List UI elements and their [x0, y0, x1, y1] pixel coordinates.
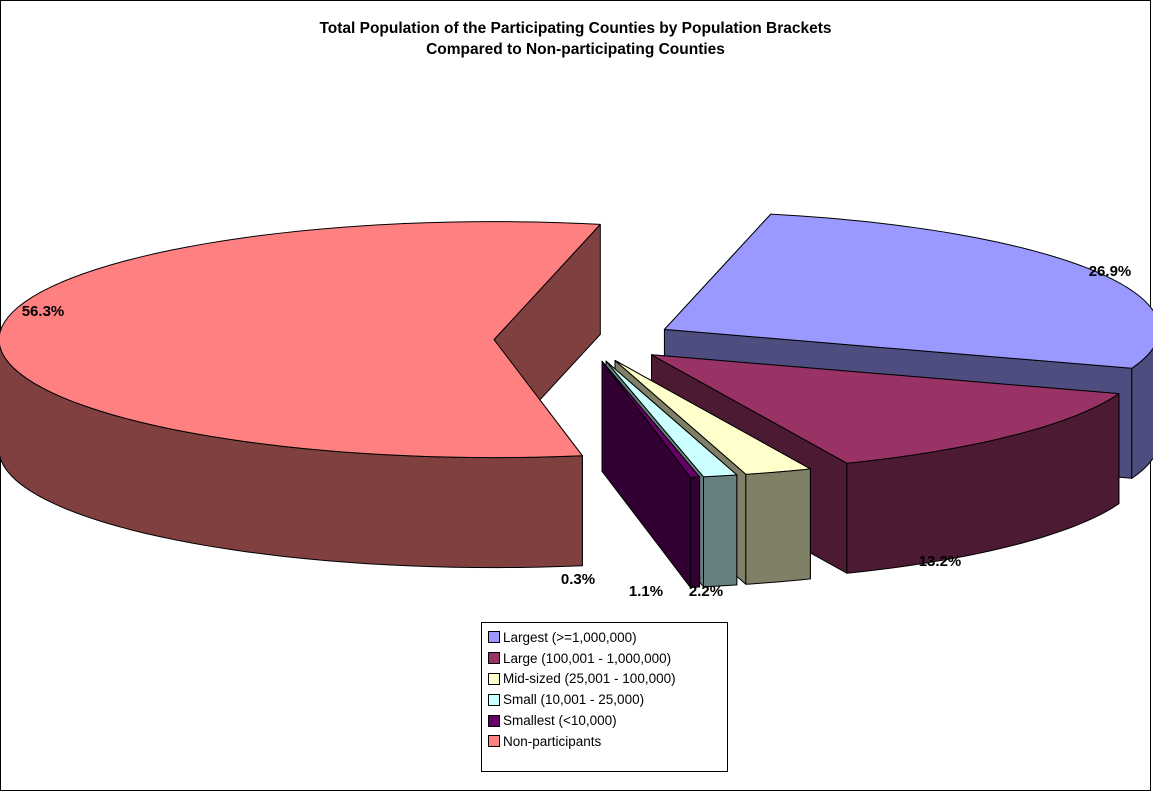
data-label-smallest-10-000: 0.3% — [561, 571, 595, 588]
legend-label: Largest (>=1,000,000) — [503, 629, 637, 645]
data-label-non-participants: 56.3% — [22, 303, 65, 320]
chart-title-line-1: Total Population of the Participating Co… — [319, 20, 832, 37]
legend-swatch — [488, 693, 500, 706]
legend-swatch — [488, 735, 500, 748]
legend-swatch — [488, 714, 500, 727]
legend: Largest (>=1,000,000) Large (100,001 - 1,… — [481, 622, 728, 772]
data-label-large-100-001-1-000-000: 13.2% — [919, 553, 962, 570]
legend-label: Smallest (<10,000) — [503, 713, 617, 729]
data-label-mid-sized-25-001-100-000: 2.2% — [689, 583, 723, 600]
data-label-small-10-001-25-000: 1.1% — [629, 583, 663, 600]
legend-label: Non-participants — [503, 733, 602, 749]
legend-label: Large (100,001 - 1,000,000) — [503, 650, 672, 666]
legend-item-smallest-10-000: Smallest (<10,000) — [488, 710, 727, 731]
pie-slice-large-100-001-1-000-000 — [651, 354, 1120, 574]
chart-title-line-2: Compared to Non-participating Counties — [426, 41, 725, 58]
legend-label: Small (10,001 - 25,000) — [503, 692, 645, 708]
legend-item-mid-sized-25-001-100-000: Mid-sized (25,001 - 100,000) — [488, 669, 727, 690]
data-label-largest-1-000-000: 26.9% — [1089, 263, 1132, 280]
chart-title: Total Population of the Participating Co… — [0, 18, 1151, 60]
legend-label: Mid-sized (25,001 - 100,000) — [503, 671, 676, 687]
legend-swatch — [488, 672, 500, 685]
pie-slice-smallest-10-000 — [601, 360, 701, 588]
legend-item-non-participants: Non-participants — [488, 731, 727, 752]
legend-item-largest-1-000-000: Largest (>=1,000,000) — [488, 627, 727, 648]
pie-slice-non-participants — [0, 221, 601, 569]
legend-item-small-10-001-25-000: Small (10,001 - 25,000) — [488, 689, 727, 710]
legend-swatch — [488, 631, 500, 644]
legend-swatch — [488, 652, 500, 665]
legend-item-large-100-001-1-000-000: Large (100,001 - 1,000,000) — [488, 648, 727, 669]
